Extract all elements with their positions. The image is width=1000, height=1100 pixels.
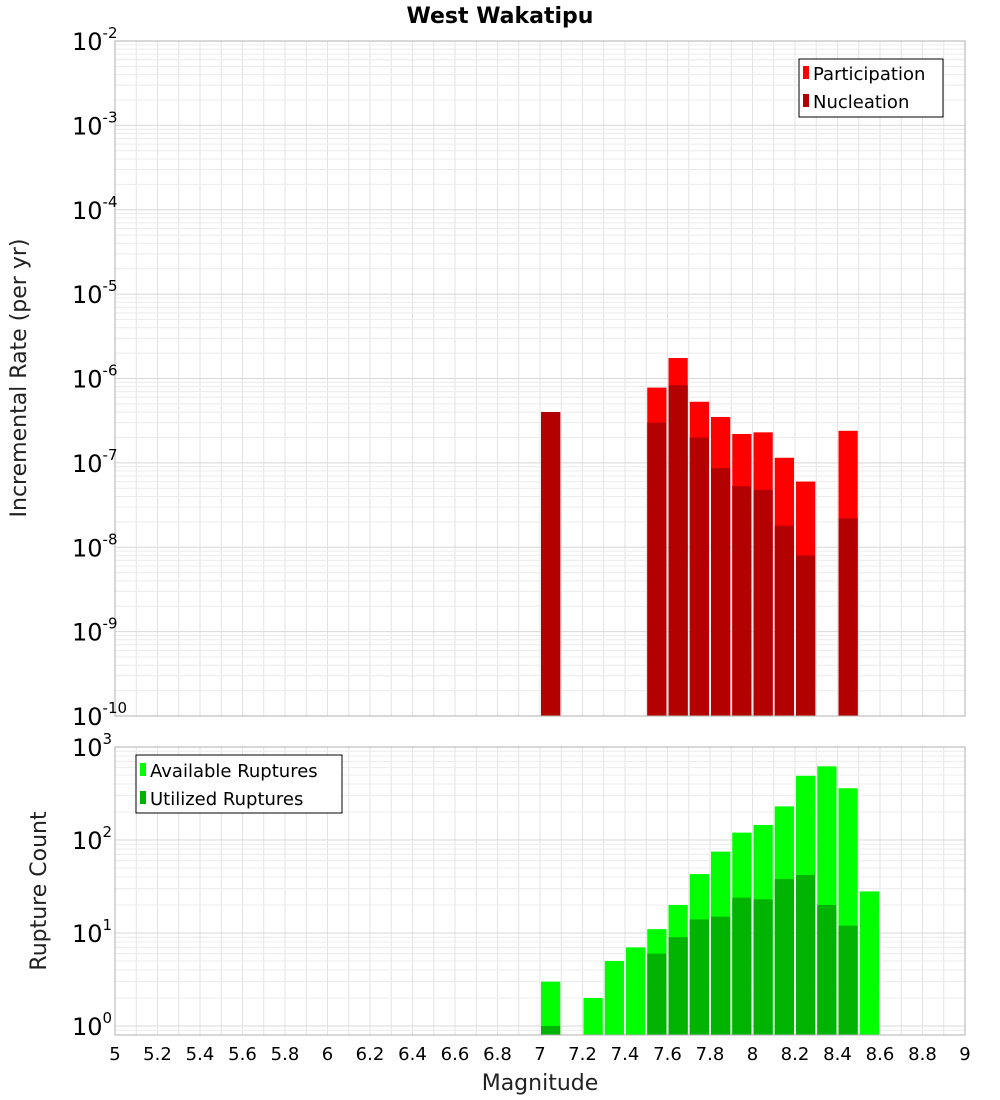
top-legend: Participation Nucleation [798, 58, 944, 118]
x-tick-label: 8.6 [866, 1044, 895, 1065]
bar-utilized-ruptures [796, 875, 816, 1035]
y-tick-label: 10-9 [72, 615, 118, 647]
legend-utilized-label: Utilized Ruptures [150, 789, 303, 810]
legend-available-label: Available Ruptures [150, 761, 318, 782]
y-tick-label: 10-6 [72, 362, 118, 394]
bar-nucleation [732, 486, 752, 716]
legend-nucleation-swatch [803, 94, 809, 107]
bar-utilized-ruptures [689, 919, 709, 1035]
legend-nucleation-label: Nucleation [813, 92, 909, 113]
bar-utilized-ruptures [817, 904, 837, 1035]
bar-nucleation [668, 385, 688, 716]
y-tick-label: 10-8 [72, 530, 118, 562]
bottom-y-axis-label: Rupture Count [27, 811, 52, 971]
bottom-plot-area [114, 746, 966, 1036]
bar-nucleation [753, 489, 773, 716]
legend-participation-swatch [803, 66, 809, 79]
bar-utilized-ruptures [732, 897, 752, 1035]
y-tick-label: 10-3 [72, 108, 118, 140]
y-tick-label: 101 [72, 916, 112, 948]
bar-nucleation [689, 437, 709, 716]
bar-nucleation [774, 525, 794, 716]
bar-utilized-ruptures [753, 899, 773, 1035]
x-tick-label: 5.2 [143, 1044, 172, 1065]
x-tick-label: 8.2 [781, 1044, 810, 1065]
bar-utilized-ruptures [711, 916, 731, 1035]
y-tick-label: 10-10 [72, 699, 127, 731]
bar-utilized-ruptures [838, 925, 858, 1035]
x-tick-label: 8.8 [908, 1044, 937, 1065]
top-plot-gridlines [114, 40, 966, 717]
x-tick-label: 7.4 [611, 1044, 640, 1065]
bar-nucleation [711, 467, 731, 716]
x-tick-label: 7 [534, 1044, 545, 1065]
y-tick-label: 103 [72, 730, 112, 762]
y-tick-label: 10-7 [72, 446, 118, 478]
x-tick-label: 8.4 [823, 1044, 852, 1065]
bar-utilized-ruptures [541, 1025, 561, 1035]
bottom-y-axis-ticks: 100 101 102 103 [72, 730, 112, 1041]
bar-available-ruptures [604, 960, 624, 1035]
bar-nucleation [796, 555, 816, 716]
bar-available-ruptures [859, 891, 879, 1035]
y-tick-label: 10-2 [72, 24, 118, 56]
top-y-axis-label: Incremental Rate (per yr) [7, 239, 32, 518]
x-tick-label: 6.2 [356, 1044, 385, 1065]
bar-available-ruptures [583, 997, 603, 1035]
bar-utilized-ruptures [668, 937, 688, 1035]
bar-nucleation [838, 518, 858, 716]
bar-available-ruptures [626, 947, 646, 1035]
legend-available-swatch [140, 763, 146, 776]
x-axis-label: Magnitude [482, 1071, 599, 1096]
bar-nucleation [541, 412, 561, 716]
x-tick-label: 5 [109, 1044, 120, 1065]
chart-title: West Wakatipu [407, 4, 594, 29]
y-tick-label: 10-5 [72, 277, 118, 309]
y-tick-label: 100 [72, 1009, 112, 1041]
legend-participation-label: Participation [813, 64, 925, 85]
x-tick-label: 7.8 [696, 1044, 725, 1065]
top-plot-area [114, 40, 966, 717]
x-tick-label: 6.6 [441, 1044, 470, 1065]
x-tick-label: 7.6 [653, 1044, 682, 1065]
x-axis-ticks: 5 5.2 5.4 5.6 5.8 6 6.2 6.4 6.6 6.8 7 7.2 7.4 7.6 7.8 8… [109, 1044, 970, 1065]
top-plot-bars [541, 357, 858, 716]
x-tick-label: 6 [322, 1044, 333, 1065]
x-tick-label: 5.8 [271, 1044, 300, 1065]
legend-utilized-swatch [140, 791, 146, 804]
top-y-axis-ticks: 10-10 10-9 10-8 10-7 10-6 10-5 10-4 10-3 10-2 [72, 24, 127, 731]
y-tick-label: 102 [72, 823, 112, 855]
bar-nucleation [647, 422, 667, 716]
bar-available-ruptures [541, 981, 561, 1035]
x-tick-label: 7.2 [568, 1044, 597, 1065]
x-tick-label: 5.4 [186, 1044, 215, 1065]
bottom-legend: Available Ruptures Utilized Ruptures [135, 754, 343, 814]
x-tick-label: 6.4 [398, 1044, 427, 1065]
x-tick-label: 6.8 [483, 1044, 512, 1065]
bottom-plot-bars [541, 766, 879, 1035]
x-tick-label: 9 [959, 1044, 970, 1065]
bar-utilized-ruptures [647, 953, 667, 1035]
y-tick-label: 10-4 [72, 193, 118, 225]
x-tick-label: 5.6 [228, 1044, 257, 1065]
x-tick-label: 8 [747, 1044, 758, 1065]
bar-utilized-ruptures [774, 879, 794, 1035]
